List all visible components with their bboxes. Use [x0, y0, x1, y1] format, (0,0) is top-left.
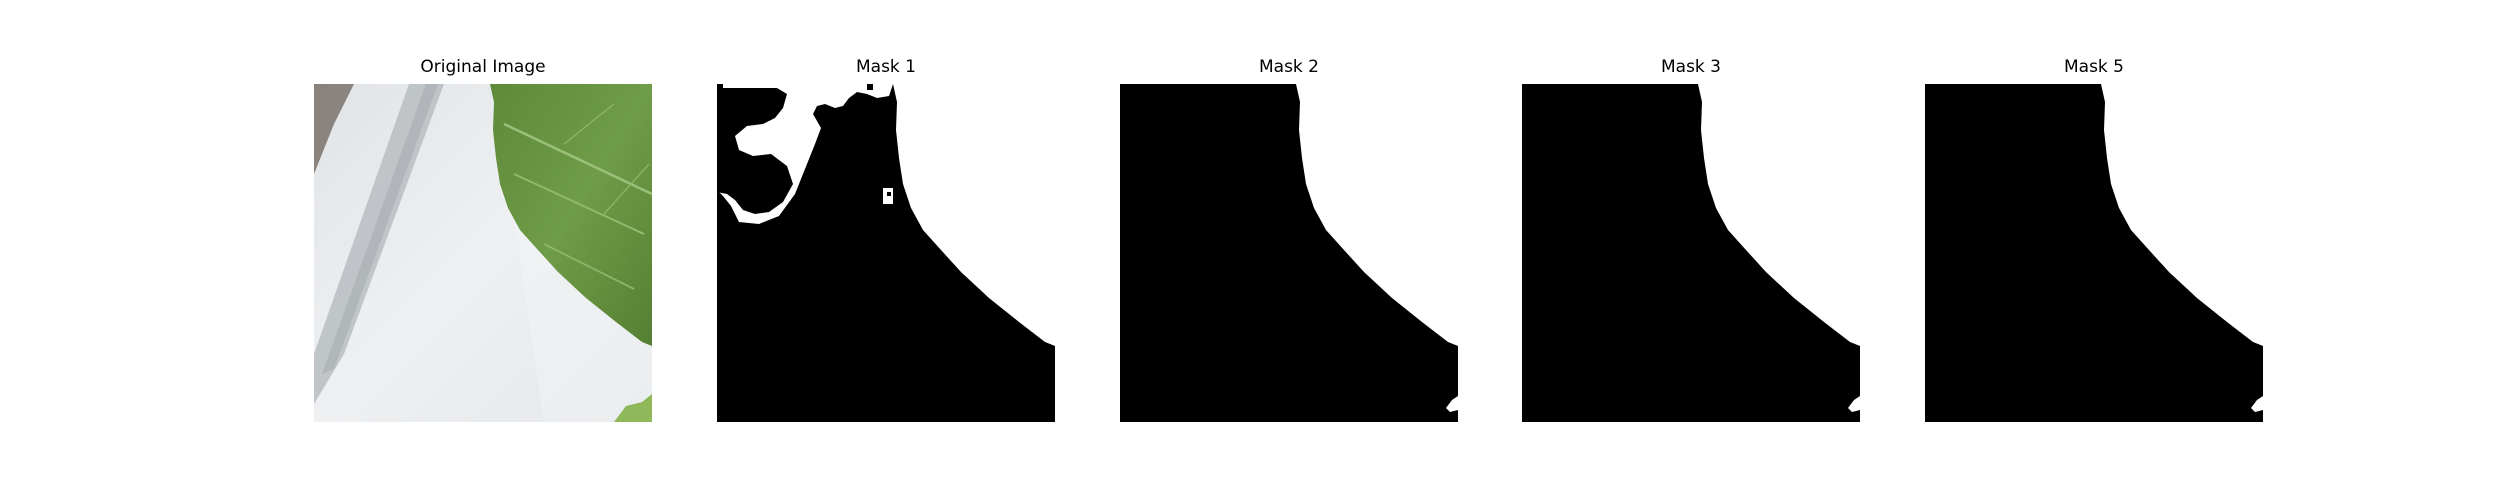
panel-mask-1: Mask 1: [717, 57, 1055, 427]
panel-mask-5: Mask 5: [1925, 57, 2263, 427]
mask-2-image: [1120, 84, 1458, 422]
mask-3-image: [1522, 84, 1860, 422]
panel-title: Original Image: [420, 57, 546, 77]
panel-title: Mask 2: [1258, 57, 1319, 77]
panel-title: Mask 5: [2063, 57, 2124, 77]
panel-title: Mask 3: [1660, 57, 1721, 77]
panel-title: Mask 1: [855, 57, 916, 77]
panel-mask-3: Mask 3: [1522, 57, 1860, 427]
panel-mask-2: Mask 2: [1120, 57, 1458, 427]
mask-1-image: [717, 84, 1055, 422]
panel-original-image: Original Image: [314, 57, 652, 427]
mask-5-image: [1925, 84, 2263, 422]
original-image: [314, 84, 652, 422]
